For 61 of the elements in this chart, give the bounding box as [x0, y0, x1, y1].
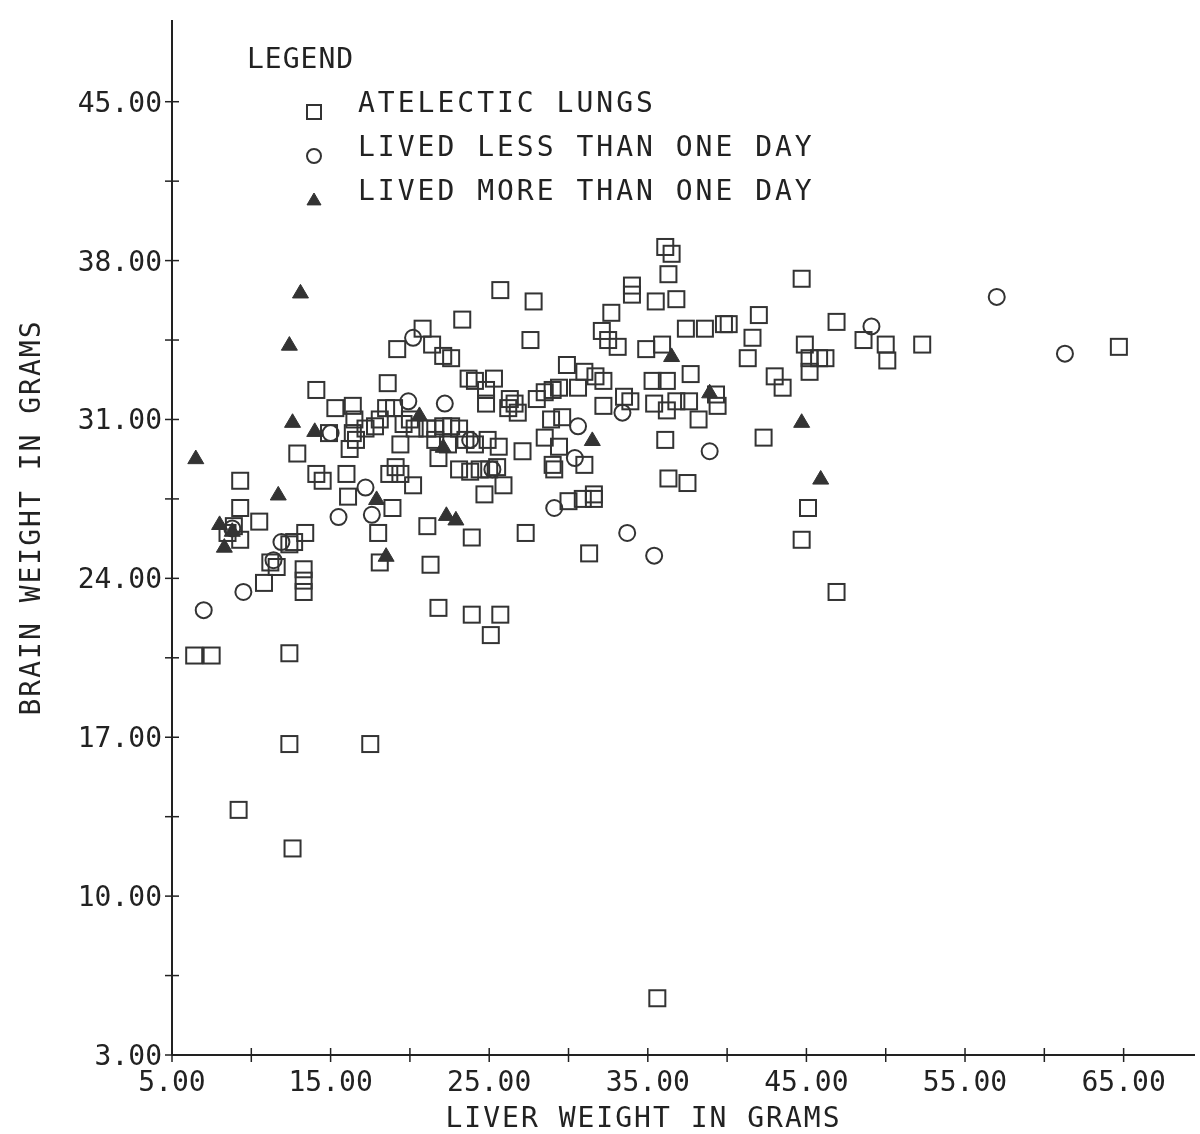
point: [306, 422, 324, 437]
y-tick-label: 38.00: [77, 244, 162, 278]
point: [269, 485, 287, 501]
point: [280, 336, 298, 351]
x-axis-title: LIVER WEIGHT IN GRAMS: [445, 1101, 842, 1134]
y-tick-label: 10.00: [77, 880, 162, 914]
point: [569, 417, 588, 436]
point: [234, 582, 253, 601]
point: [368, 490, 386, 506]
point: [215, 538, 233, 553]
point: [987, 287, 1006, 306]
x-tick-label: 65.00: [1081, 1065, 1166, 1098]
legend-title: LEGEND: [247, 42, 355, 75]
legend-label: LIVED MORE THAN ONE DAY: [358, 174, 815, 207]
point: [187, 449, 205, 465]
point: [211, 515, 229, 530]
point: [264, 551, 283, 570]
point: [437, 506, 455, 521]
x-tick-label: 45.00: [764, 1065, 849, 1098]
point: [812, 469, 830, 485]
y-tick-label: 24.00: [77, 562, 162, 596]
point: [284, 413, 302, 428]
point: [483, 460, 502, 479]
point: [434, 438, 452, 453]
x-tick-label: 5.00: [138, 1065, 206, 1098]
point: [410, 406, 428, 422]
legend-label: LIVED LESS THAN ONE DAY: [358, 130, 815, 163]
point: [663, 347, 681, 363]
x-tick-label: 35.00: [605, 1065, 690, 1098]
x-tick-label: 15.00: [288, 1065, 373, 1098]
point: [447, 510, 465, 526]
point: [291, 283, 309, 299]
x-tick-label: 55.00: [922, 1065, 1008, 1098]
point: [701, 383, 719, 399]
point: [793, 413, 811, 428]
point: [399, 392, 418, 411]
point: [272, 533, 291, 552]
point: [377, 547, 395, 562]
point: [545, 498, 564, 517]
y-tick-label: 17.00: [77, 721, 162, 755]
point: [583, 431, 601, 446]
point: [435, 394, 454, 413]
point: [645, 546, 664, 565]
y-tick-label: 45.00: [77, 85, 162, 119]
point: [321, 424, 340, 443]
point: [194, 601, 213, 620]
x-tick-label: 25.00: [447, 1065, 532, 1098]
point: [862, 317, 881, 336]
point: [1055, 344, 1074, 363]
legend-label: ATELECTIC LUNGS: [358, 86, 656, 119]
point: [404, 328, 423, 347]
y-axis-title: BRAIN WEIGHT IN GRAMS: [14, 319, 47, 716]
y-tick-label: 31.00: [77, 403, 162, 437]
point: [618, 523, 637, 542]
point: [700, 442, 719, 461]
point: [362, 505, 381, 524]
point: [356, 478, 375, 497]
point: [461, 430, 480, 449]
point: [613, 403, 632, 422]
point: [565, 449, 584, 468]
point: [329, 508, 348, 527]
